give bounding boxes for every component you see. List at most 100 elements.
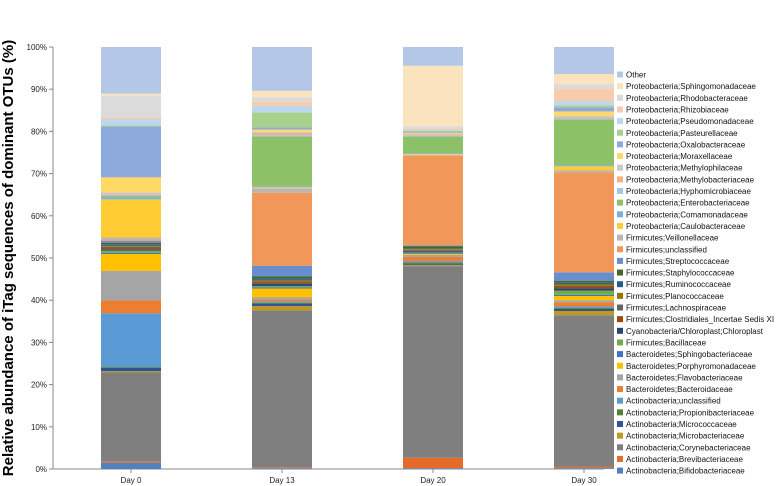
legend-swatch [617, 444, 623, 451]
bar-segment [403, 134, 463, 136]
bar-segment [554, 116, 614, 119]
bar-segment [252, 303, 312, 307]
bar-segment [403, 263, 463, 265]
y-tick-label: 80% [31, 127, 47, 136]
y-tick-label: 20% [31, 381, 47, 390]
bar-segment [252, 90, 312, 98]
bar-segment [252, 105, 312, 113]
bar-segment [101, 125, 161, 127]
bar-segment [554, 280, 614, 283]
bar-segment [403, 246, 463, 249]
bar-segment [252, 131, 312, 133]
y-tick-label: 60% [31, 212, 47, 221]
bar-segment [403, 154, 463, 155]
bar-segment [101, 193, 161, 195]
legend-swatch [617, 246, 623, 253]
bar-segment [252, 129, 312, 132]
legend-entry: Firmicutes;Ruminococcaceae [626, 280, 731, 289]
bar-segment [252, 278, 312, 280]
x-tick-label: Day 20 [420, 476, 446, 485]
bar-segment [403, 128, 463, 130]
bar-segment [252, 112, 312, 128]
legend-entry: Firmicutes;Veillonellaceae [626, 234, 719, 243]
bar-segment [403, 154, 463, 156]
bar-segment [252, 185, 312, 188]
bar-segment [554, 101, 614, 106]
bar-segment [101, 252, 161, 254]
bar-segment [554, 283, 614, 286]
legend-entry: Proteobacteria;Rhodobacteraceae [626, 94, 748, 103]
legend-entry: Actinobacteria;Bifidobacteriaceae [626, 467, 745, 476]
bar-segment [554, 88, 614, 102]
bar-segment [403, 130, 463, 132]
y-tick-label: 90% [31, 85, 47, 94]
bar-segment [252, 287, 312, 289]
legend-entry: Proteobacteria;Sphingomonadaceae [626, 82, 756, 91]
legend-entry: Proteobacteria;Methylobacteriaceae [626, 175, 755, 184]
legend-swatch [617, 455, 623, 462]
bar-segment [554, 272, 614, 281]
bar-segment [554, 306, 614, 308]
bar-segment [554, 308, 614, 312]
bar-segment [101, 197, 161, 200]
bar-segment [403, 264, 463, 267]
legend-swatch [617, 153, 623, 160]
legend-entry: Proteobacteria;Oxalobacteraceae [626, 140, 746, 149]
legend-entry: Bacteroidetes;Bacteroidaceae [626, 385, 733, 394]
bar-segment [403, 126, 463, 129]
legend-swatch [617, 386, 623, 393]
legend-swatch [617, 141, 623, 148]
bar-segment [554, 170, 614, 173]
bar-segment [252, 265, 312, 277]
bar-segment [403, 261, 463, 263]
bar-segment [252, 127, 312, 130]
bar-segment [554, 172, 614, 273]
bar-segment [252, 301, 312, 303]
legend-swatch [617, 397, 623, 404]
bar-segment [554, 115, 614, 117]
legend-swatch [617, 71, 623, 78]
bar-segment [252, 288, 312, 298]
legend-swatch [617, 234, 623, 241]
bar-segment [554, 74, 614, 85]
bar-segment [101, 118, 161, 126]
legend-swatch [617, 176, 623, 183]
bar-segment [101, 250, 161, 253]
legend-entry: Firmicutes;Staphylococcaceae [626, 269, 735, 278]
bar-segment [252, 279, 312, 282]
legend-swatch [617, 211, 623, 218]
bar-segment [252, 136, 312, 186]
bar-segment [403, 132, 463, 134]
bar-segment [252, 306, 312, 311]
bar-segment [252, 282, 312, 284]
legend-entry: Firmicutes;unclassified [626, 245, 707, 254]
bar-segment [554, 294, 614, 297]
bar-segment [101, 242, 161, 245]
legend-entry: Bacteroidetes;Flavobacteriaceae [626, 373, 743, 382]
legend-swatch [617, 164, 623, 171]
legend-swatch [617, 432, 623, 439]
legend-swatch [617, 316, 623, 323]
bar-segment [554, 290, 614, 295]
legend: Other Proteobacteria;Sphingomonadaceae Pro… [617, 71, 774, 476]
legend-entry: Firmicutes;Planococcaceae [626, 292, 724, 301]
bar-segment [554, 118, 614, 120]
plot-area: 0% 10% 20% 30% 40% 50% 60% 70% 80% 90% 100% Day 0 Da… [27, 43, 614, 485]
y-tick-label: 40% [31, 296, 47, 305]
bar-segment [252, 302, 312, 304]
legend-entry: Actinobacteria;Micrococcaceae [626, 420, 737, 429]
bar-segment [101, 372, 161, 462]
legend-entry: Firmicutes;Streptococcaceae [626, 257, 730, 266]
bar-segment [554, 288, 614, 291]
legend-entry: Actinobacteria;Microbacteriaceae [626, 432, 745, 441]
legend-swatch [617, 129, 623, 136]
bar-segment [554, 165, 614, 167]
bar-segment [101, 367, 161, 372]
bar-segment [554, 286, 614, 289]
bar-segment [554, 47, 614, 75]
bar-segment [403, 65, 463, 127]
legend-swatch [617, 351, 623, 358]
y-tick-label: 70% [31, 170, 47, 179]
bar-segment [252, 297, 312, 300]
